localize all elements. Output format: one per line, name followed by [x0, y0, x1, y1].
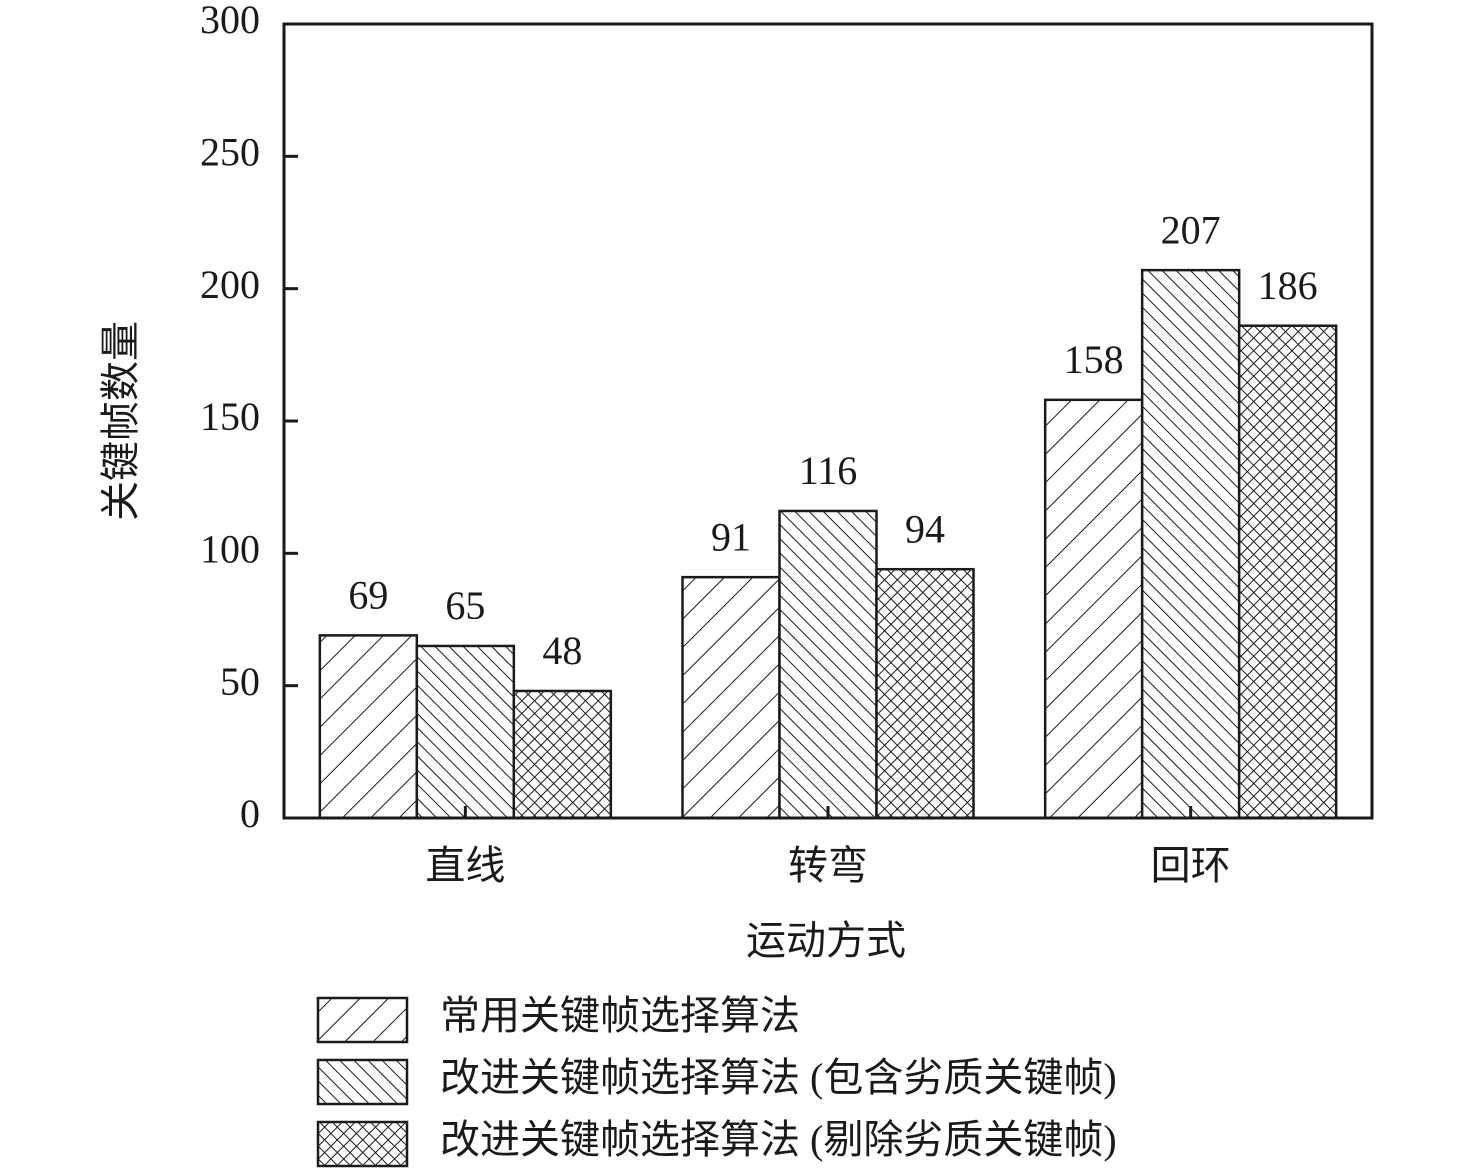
legend-swatch — [316, 1120, 409, 1168]
data-label: 65 — [445, 583, 485, 628]
data-label: 69 — [348, 573, 388, 618]
x-axis-label: 运动方式 — [746, 918, 906, 963]
x-tick-label: 转弯 — [788, 843, 868, 888]
data-label: 94 — [905, 506, 945, 551]
y-tick-label: 50 — [220, 659, 260, 704]
legend-label: 改进关键帧选择算法 (包含劣质关键帧) — [440, 1055, 1117, 1100]
x-tick-label: 回环 — [1151, 843, 1231, 888]
data-label: 158 — [1064, 337, 1124, 382]
y-axis-label: 关键帧数量 — [98, 321, 143, 521]
legend-swatch — [316, 1058, 409, 1106]
legend-label: 改进关键帧选择算法 (剔除劣质关键帧) — [440, 1117, 1117, 1162]
bar — [875, 567, 975, 820]
data-label: 48 — [542, 628, 582, 673]
legend-swatch — [316, 996, 409, 1044]
plot-frame — [282, 22, 1374, 820]
bar — [1140, 268, 1241, 820]
data-label: 186 — [1258, 263, 1318, 308]
bar — [1043, 398, 1144, 820]
data-label: 207 — [1161, 207, 1221, 252]
y-tick-label: 250 — [200, 130, 260, 175]
y-tick-label: 150 — [200, 394, 260, 439]
bar — [318, 634, 419, 820]
bar — [415, 644, 516, 820]
bar — [778, 509, 878, 820]
y-tick-label: 300 — [200, 0, 260, 42]
y-tick-label: 0 — [240, 791, 260, 836]
y-tick-label: 100 — [200, 527, 260, 572]
legend-label: 常用关键帧选择算法 — [440, 993, 800, 1038]
data-label: 116 — [799, 448, 858, 493]
x-tick-label: 直线 — [425, 843, 505, 888]
bar — [512, 689, 613, 820]
bar — [681, 575, 781, 820]
y-tick-label: 200 — [200, 262, 260, 307]
bar — [1237, 324, 1338, 820]
data-label: 91 — [711, 514, 751, 559]
